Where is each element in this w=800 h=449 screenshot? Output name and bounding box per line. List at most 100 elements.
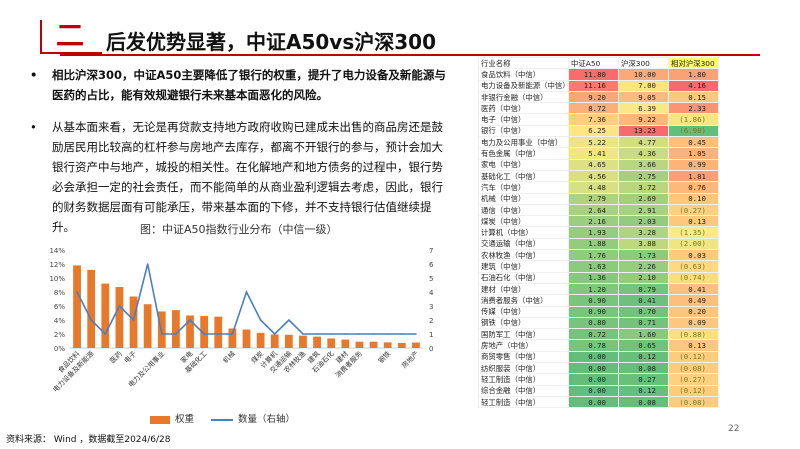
count-point	[132, 319, 135, 321]
a50-weight-cell: 7.36	[568, 113, 619, 126]
industry-name-cell: 机械（中信）	[478, 192, 569, 205]
bullet-item: • 相比沪深300，中证A50主要降低了银行的权重，提升了电力设备及新能源与医药…	[30, 65, 448, 105]
relative-weight-cell: 0.20	[668, 305, 719, 318]
hs300-weight-cell: 0.79	[618, 282, 669, 296]
count-point	[372, 333, 375, 335]
hs300-weight-cell: 2.91	[618, 203, 669, 217]
table-row: 轻工制造（中信） 0.00 0.27 (0.27)	[478, 373, 719, 386]
table-row: 轻工制造（中信） 0.00 0.08 (0.08)	[478, 395, 719, 409]
table-row: 有色金属（中信） 5.41 4.36 1.05	[478, 147, 719, 160]
table-body: 食品饮料（中信） 11.80 10.00 1.80 电力设备及新能源（中信） 11.16 7…	[478, 68, 719, 409]
hs300-weight-cell: 2.75	[618, 169, 669, 183]
hs300-weight-cell: 0.12	[618, 384, 669, 397]
hs300-weight-cell: 9.22	[618, 113, 669, 126]
a50-weight-cell: 1.36	[568, 271, 619, 284]
relative-weight-cell: 1.81	[668, 169, 719, 183]
industry-name-cell: 钢铁（中信）	[478, 316, 569, 330]
y-right-tick-label: 4	[429, 289, 434, 297]
bar-weight	[200, 316, 209, 348]
count-line	[76, 263, 416, 336]
table-header-row: 行业名称 中证A50 沪深300 相对沪深300	[478, 56, 719, 70]
relative-weight-cell: 0.76	[668, 181, 719, 194]
chart-title: 图：中证A50指数行业分布（中信一级）	[140, 223, 338, 236]
relative-weight-cell: 0.09	[668, 316, 719, 330]
y-right-tick-label: 1	[429, 331, 433, 339]
hs300-weight-cell: 0.08	[618, 362, 669, 375]
relative-weight-cell: (0.88)	[668, 328, 719, 341]
a50-weight-cell: 1.93	[568, 226, 619, 239]
hs300-weight-cell: 7.00	[618, 79, 669, 92]
hs300-weight-cell: 0.70	[618, 305, 669, 318]
bar-weight	[369, 341, 378, 348]
industry-distribution-chart: 0%2%4%6%8%10%12%14%01234567食品饮料电力设备及新能源医…	[49, 247, 434, 394]
a50-weight-cell: 2.64	[568, 203, 619, 217]
a50-weight-cell: 0.00	[568, 350, 619, 364]
bar-weight	[383, 342, 392, 348]
y-left-tick-label: 10%	[49, 275, 65, 283]
industry-name-cell: 汽车（中信）	[478, 181, 569, 194]
count-point	[146, 263, 149, 265]
relative-weight-cell: 2.33	[668, 102, 719, 115]
a50-weight-cell: 0.00	[568, 384, 619, 397]
relative-weight-cell: 0.49	[668, 294, 719, 307]
bar-weight	[256, 332, 265, 348]
table-row: 电力及公用事业（中信） 5.22 4.77 0.45	[478, 136, 719, 149]
table-row: 消费者服务（中信） 0.90 0.41 0.49	[478, 294, 719, 307]
section-number: 二	[56, 19, 85, 52]
industry-name-cell: 传媒（中信）	[478, 305, 569, 318]
industry-name-cell: 食品饮料（中信）	[478, 68, 569, 81]
bar-weight	[327, 338, 336, 348]
industry-name-cell: 建筑（中信）	[478, 260, 569, 273]
bar-weight	[284, 334, 293, 348]
count-point	[104, 333, 107, 335]
y-left-tick-label: 0%	[54, 345, 65, 353]
relative-weight-cell: (0.12)	[668, 384, 719, 397]
y-right-tick-label: 6	[429, 261, 434, 269]
hs300-weight-cell: 6.39	[618, 102, 669, 115]
hs300-weight-cell: 2.03	[618, 215, 669, 228]
a50-weight-cell: 0.00	[568, 395, 619, 409]
count-point	[288, 319, 290, 321]
relative-weight-cell: 0.03	[668, 249, 719, 262]
hs300-weight-cell: 2.69	[618, 192, 669, 205]
table-row: 农林牧渔（中信） 1.76 1.73 0.03	[478, 249, 719, 262]
relative-weight-cell: (0.08)	[668, 395, 719, 409]
table-row: 国防军工（中信） 0.72 1.60 (0.88)	[478, 328, 719, 341]
industry-name-cell: 煤炭（中信）	[478, 215, 569, 228]
y-right-tick-label: 0	[429, 345, 433, 353]
relative-weight-cell: 0.45	[668, 136, 719, 149]
table-row: 基础化工（中信） 4.56 2.75 1.81	[478, 169, 719, 183]
a50-weight-cell: 4.56	[568, 169, 619, 183]
bar-weight	[157, 311, 166, 348]
relative-weight-cell: (0.12)	[668, 350, 719, 364]
slide-header: 二 后发优势显著，中证A50vs沪深300	[0, 0, 800, 62]
relative-weight-cell: 4.16	[668, 79, 719, 92]
hs300-weight-cell: 4.36	[618, 147, 669, 160]
table-row: 计算机（中信） 1.93 3.28 (1.35)	[478, 226, 719, 239]
relative-weight-cell: 1.05	[668, 147, 719, 160]
x-tick-label: 电子	[122, 349, 138, 365]
hs300-weight-cell: 0.08	[618, 395, 669, 409]
count-point	[189, 319, 191, 321]
a50-weight-cell: 4.48	[568, 181, 619, 194]
col-header-hs300: 沪深300	[618, 56, 669, 70]
industry-name-cell: 家电（中信）	[478, 158, 569, 171]
industry-name-cell: 商贸零售（中信）	[478, 350, 569, 364]
industry-name-cell: 轻工制造（中信）	[478, 395, 569, 409]
relative-weight-cell: 0.41	[668, 282, 719, 296]
table-row: 煤炭（中信） 2.16 2.03 0.13	[478, 215, 719, 228]
table-row: 传媒（中信） 0.90 0.70 0.20	[478, 305, 719, 318]
relative-weight-cell: 0.15	[668, 90, 719, 104]
industry-name-cell: 非银行金融（中信）	[478, 90, 569, 104]
bullet-dot-icon: •	[30, 120, 37, 134]
industry-name-cell: 综合金融（中信）	[478, 384, 569, 397]
x-tick-label: 钢铁	[376, 349, 392, 365]
legend-item-weight: 权重	[150, 411, 194, 425]
bar-weight	[341, 339, 350, 348]
bar-weight	[242, 329, 251, 348]
count-point	[302, 333, 304, 335]
industry-name-cell: 纺织服装（中信）	[478, 362, 569, 375]
a50-weight-cell: 11.16	[568, 79, 619, 92]
relative-weight-cell: (1.35)	[668, 226, 719, 239]
bar-weight	[115, 286, 124, 348]
